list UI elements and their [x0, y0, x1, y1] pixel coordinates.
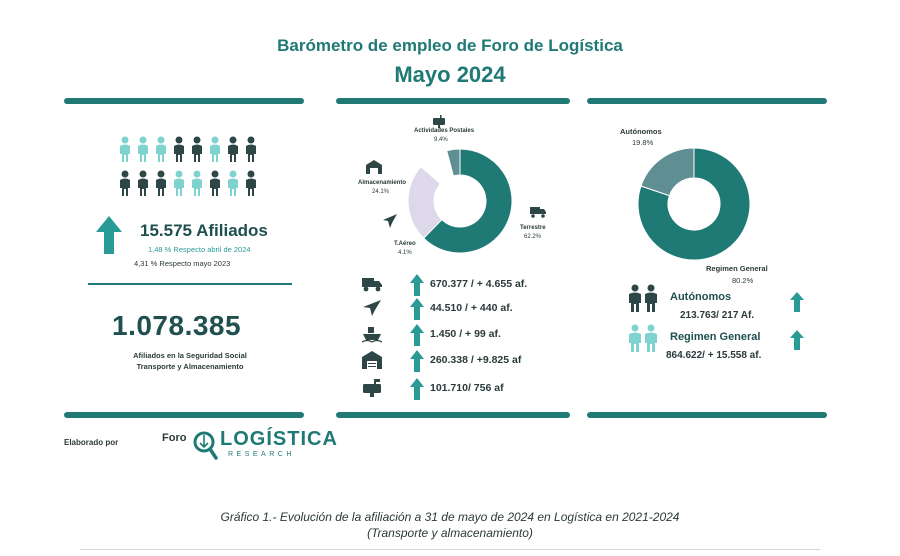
value-actividades-postales: 9.4%: [434, 137, 448, 143]
person-icon: [156, 136, 166, 162]
person-icon: [174, 136, 184, 162]
airplane-icon: [363, 300, 381, 316]
bottom-bar-left: [64, 412, 304, 418]
logo-foro-text: Foro: [162, 432, 187, 444]
mode-value: 1.450 / + 99 af.: [430, 328, 501, 340]
value-autonomos: 19.8%: [632, 138, 654, 147]
autonomos-value: 213.763/ 217 Af.: [680, 310, 755, 321]
value-regimen-general: 80.2%: [732, 276, 754, 285]
afiliados-change-monthly: 1,48 % Respecto abril de 2024: [148, 245, 251, 254]
total-afiliados-value: 1.078.385: [112, 310, 242, 341]
person-icon: [138, 136, 148, 162]
label-terrestre: Terrestre: [520, 225, 546, 231]
logo-research-text: RESEARCH: [228, 451, 295, 458]
arrow-up-icon: [96, 216, 122, 254]
bottom-bar-middle: [336, 412, 570, 418]
mode-value: 670.377 / + 4.655 af.: [430, 278, 528, 290]
truck-icon: [530, 207, 546, 218]
arrow-up-icon: [790, 292, 804, 312]
people-row-2: [118, 170, 258, 196]
truck-icon: [362, 278, 382, 292]
bottom-rule: [80, 549, 820, 550]
afiliados-value: 15.575 Afiliados: [140, 221, 268, 240]
person-icon: [120, 170, 130, 196]
arrow-up-icon: [790, 330, 804, 350]
arrow-up-icon: [410, 378, 424, 400]
left-divider: [88, 283, 292, 285]
figure-caption-sub: (Transporte y almacenamiento): [367, 526, 533, 540]
total-caption-1: Afiliados en la Seguridad Social: [133, 351, 247, 360]
regimen-general-title: Regimen General: [670, 331, 761, 343]
mode-row-warehouse: 260.338 / +9.825 af: [360, 350, 570, 372]
afiliados-change-yearly: 4,31 % Respecto mayo 2023: [134, 259, 231, 268]
people-icon: [629, 284, 657, 312]
value-terrestre: 62.2%: [524, 234, 542, 240]
top-bar-middle: [336, 98, 570, 104]
sector-donut-chart: [407, 148, 513, 254]
person-icon: [156, 170, 166, 196]
person-icon: [192, 136, 202, 162]
mode-row-ship: 1.450 / + 99 af.: [360, 324, 570, 346]
mailbox-icon: [433, 115, 445, 128]
mode-row-mailbox: 101.710/ 756 af: [360, 378, 570, 400]
value-almacenamiento: 24.1%: [372, 189, 390, 195]
magnifier-icon: [193, 431, 218, 460]
page-subtitle: Mayo 2024: [394, 62, 506, 87]
logo-logistica-text: LOGÍSTICA: [220, 428, 338, 450]
people-row-1: [118, 136, 258, 162]
mode-value: 260.338 / +9.825 af: [430, 354, 522, 366]
arrow-up-icon: [410, 274, 424, 296]
arrow-up-icon: [410, 298, 424, 320]
figure-caption: Gráfico 1.- Evolución de la afiliación a…: [220, 510, 680, 524]
donut-slice-terrestre: [422, 148, 513, 254]
elaborado-por-label: Elaborado por: [64, 438, 119, 447]
airplane-icon: [383, 214, 397, 228]
person-icon: [174, 170, 184, 196]
warehouse-icon: [366, 160, 382, 174]
person-icon: [228, 136, 238, 162]
arrow-up-icon: [410, 350, 424, 372]
value-t-aereo: 4.1%: [398, 250, 412, 256]
label-regimen-general: Regimen General: [706, 264, 768, 273]
regimen-general-value: 864.622/ + 15.558 af.: [666, 350, 762, 361]
total-caption-2: Transporte y Almacenamiento: [136, 362, 244, 371]
autonomos-title: Autónomos: [670, 291, 732, 303]
person-icon: [192, 170, 202, 196]
label-t-aereo: T.Aéreo: [394, 241, 416, 247]
person-icon: [246, 136, 256, 162]
donut-slice-regimen-general: [637, 147, 751, 261]
person-icon: [210, 136, 220, 162]
label-almacenamiento: Almacenamiento: [358, 180, 407, 186]
bottom-bar-right: [587, 412, 827, 418]
person-icon: [228, 170, 238, 196]
page-title: Barómetro de empleo de Foro de Logística: [277, 36, 623, 55]
people-icon: [629, 324, 657, 352]
warehouse-icon: [362, 351, 382, 369]
label-autonomos: Autónomos: [620, 127, 662, 136]
regime-donut-chart: [637, 147, 751, 261]
mode-row-truck: 670.377 / + 4.655 af.: [360, 274, 570, 296]
top-bar-left: [64, 98, 304, 104]
mode-value: 101.710/ 756 af: [430, 382, 504, 394]
donut-slice-autónomos: [640, 147, 695, 197]
arrow-up-icon: [410, 324, 424, 346]
mailbox-icon: [363, 379, 381, 397]
ship-icon: [362, 327, 382, 343]
person-icon: [120, 136, 130, 162]
donut-slice-t-aéreo: [446, 148, 461, 177]
mode-value: 44.510 / + 440 af.: [430, 302, 513, 314]
label-actividades-postales: Actividades Postales: [414, 128, 475, 134]
mode-row-airplane: 44.510 / + 440 af.: [360, 298, 570, 320]
person-icon: [210, 170, 220, 196]
person-icon: [138, 170, 148, 196]
person-icon: [246, 170, 256, 196]
top-bar-right: [587, 98, 827, 104]
